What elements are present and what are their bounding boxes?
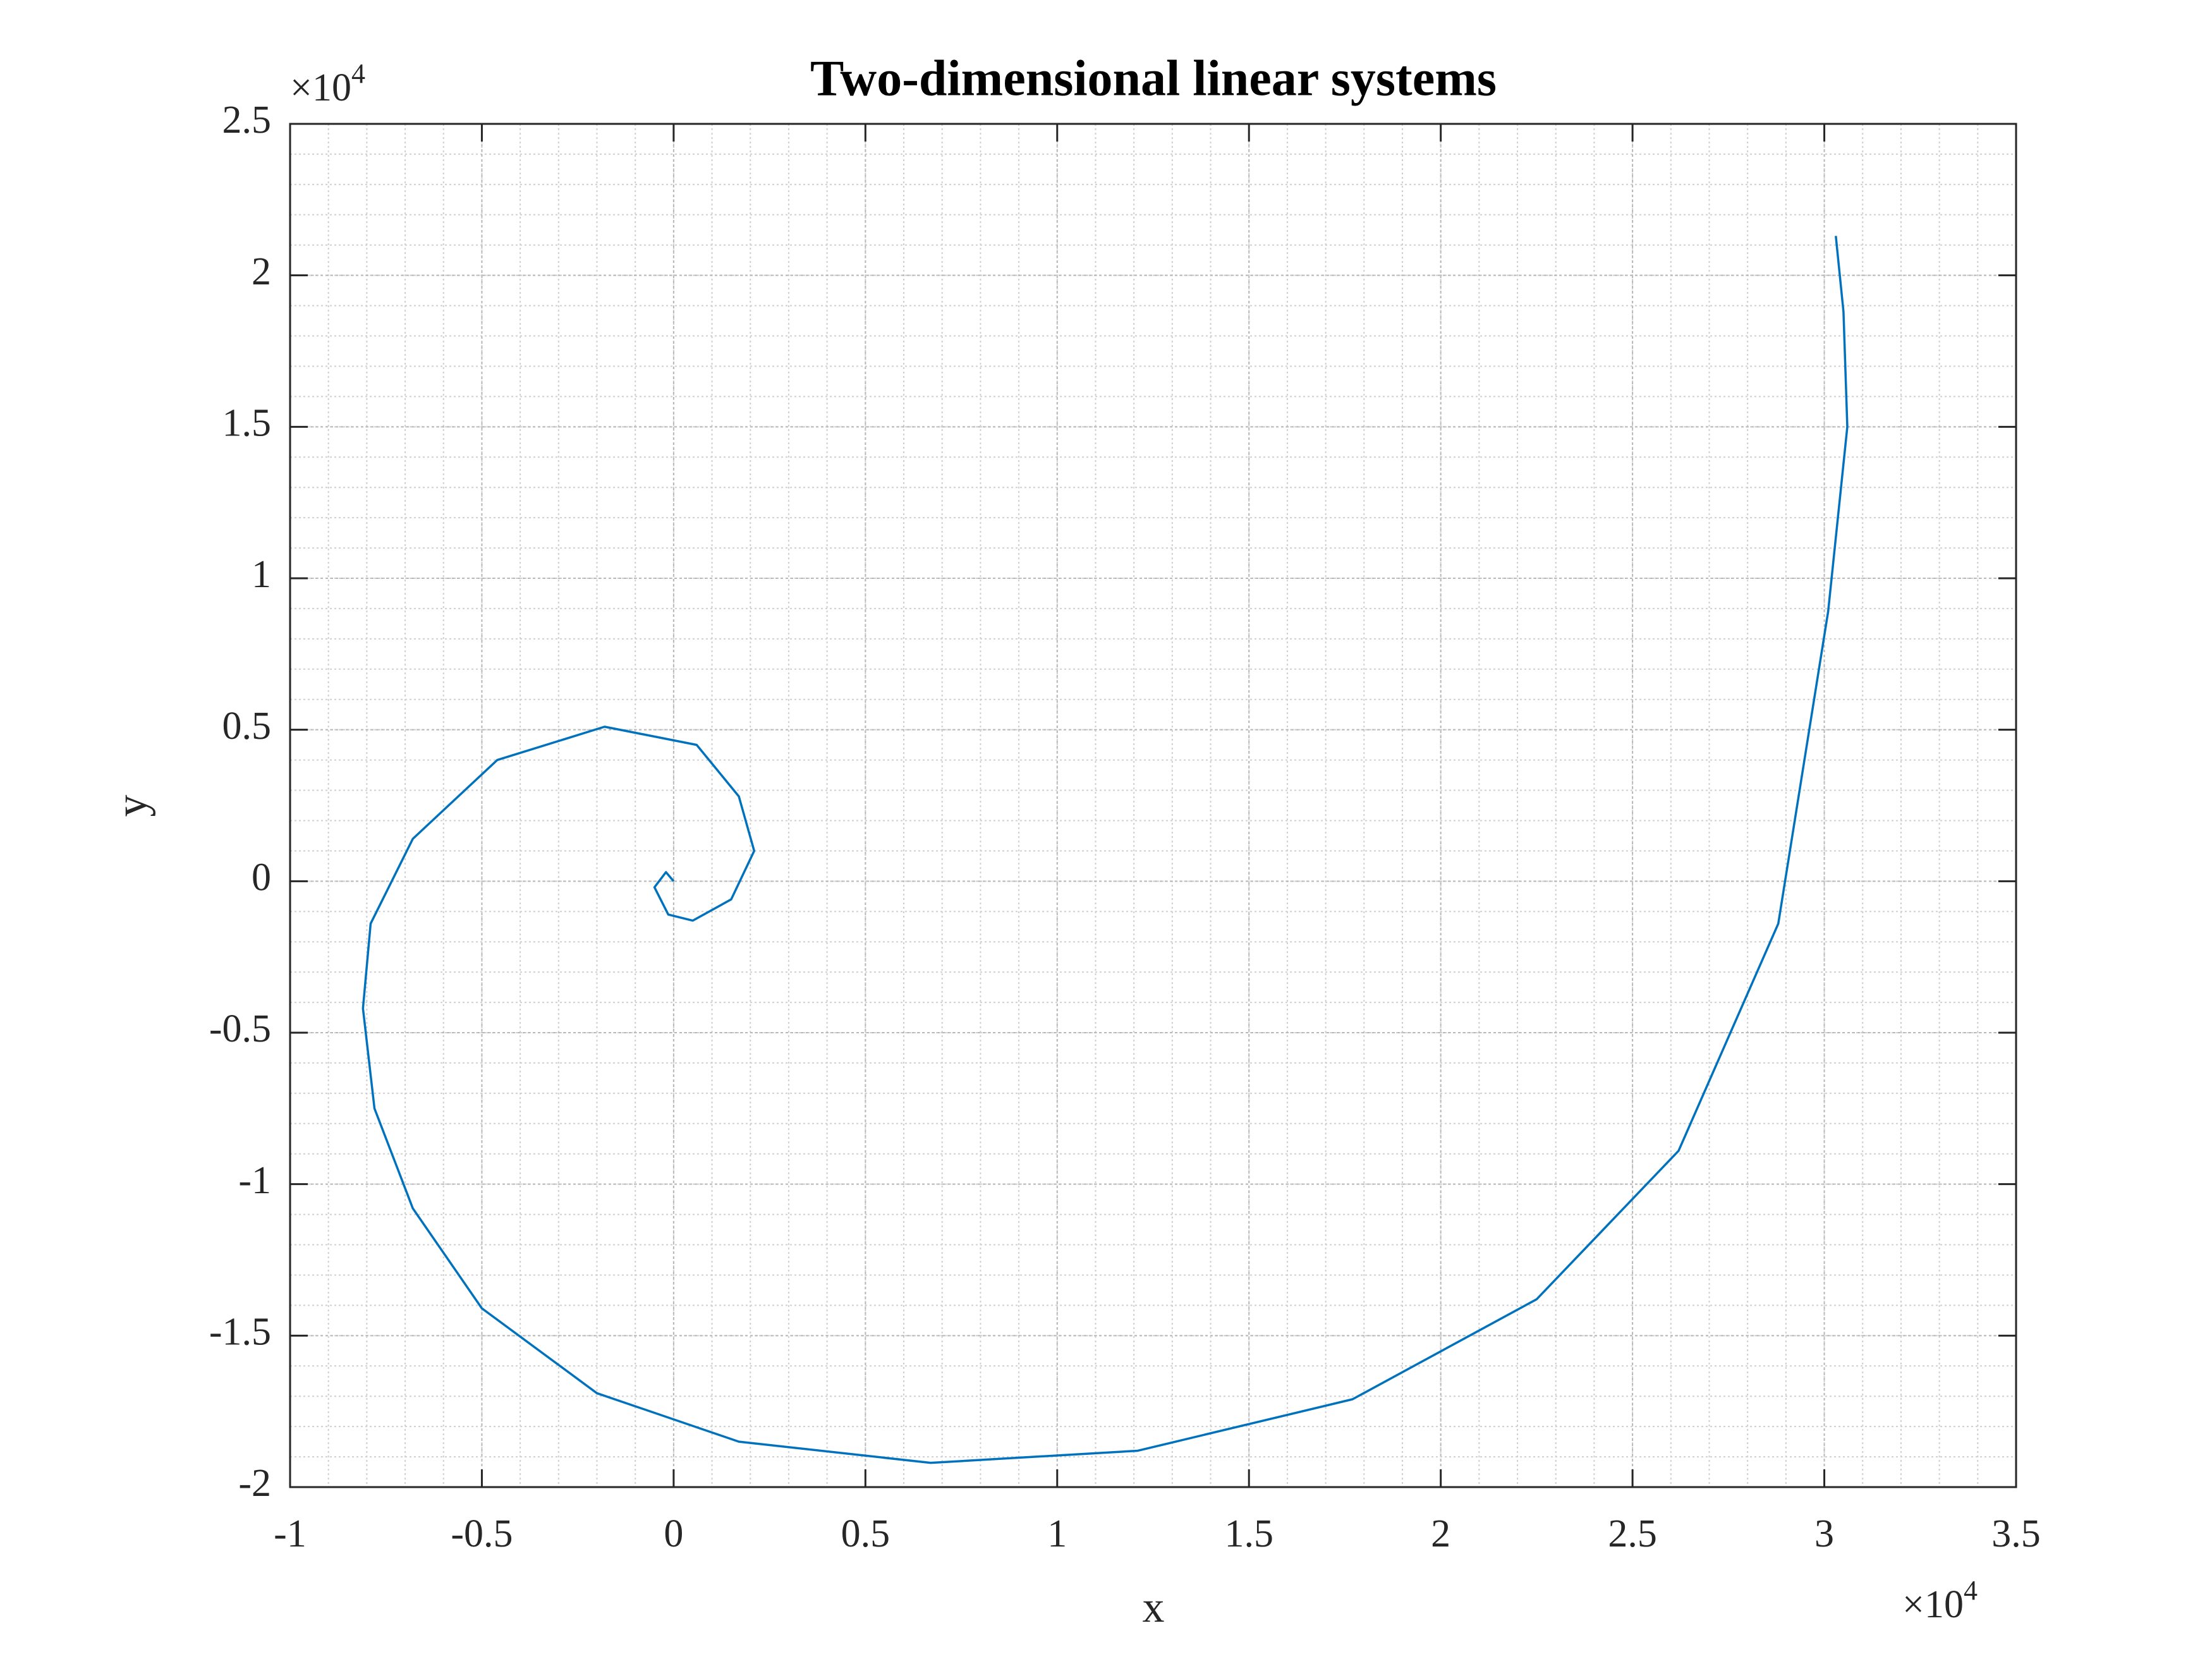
y-exponent-base: ×10 bbox=[290, 66, 351, 109]
y-tick-label: 1 bbox=[252, 553, 271, 596]
x-tick-label: -0.5 bbox=[451, 1512, 513, 1555]
y-tick-label: 1.5 bbox=[222, 402, 272, 445]
x-tick-label: -1 bbox=[274, 1512, 307, 1555]
y-axis-label: y bbox=[107, 795, 156, 817]
x-axis-label: x bbox=[1143, 1583, 1165, 1632]
plot-frame bbox=[289, 123, 2017, 1488]
y-exponent: ×104 bbox=[290, 58, 365, 109]
y-exponent-power: 4 bbox=[351, 58, 365, 89]
y-tick-label: -0.5 bbox=[209, 1007, 271, 1050]
line bbox=[362, 236, 1849, 1464]
x-tick-label: 1.5 bbox=[1224, 1512, 1273, 1555]
x-tick-label: 1 bbox=[1047, 1512, 1067, 1555]
x-tick-label: 2.5 bbox=[1608, 1512, 1657, 1555]
chart-title: Two-dimensional linear systems bbox=[810, 51, 1497, 106]
x-exponent-power: 4 bbox=[1964, 1575, 1978, 1606]
x-tick-label: 3.5 bbox=[1991, 1512, 2041, 1555]
y-tick-label: -2 bbox=[238, 1462, 271, 1505]
x-exponent: ×104 bbox=[1902, 1575, 1978, 1626]
x-tick-label: 2 bbox=[1431, 1512, 1450, 1555]
x-tick-label: 0.5 bbox=[841, 1512, 890, 1555]
x-exponent-base: ×10 bbox=[1902, 1583, 1964, 1626]
x-tick-label: 3 bbox=[1814, 1512, 1834, 1555]
y-tick-label: 0.5 bbox=[222, 705, 272, 748]
y-tick-label: 2 bbox=[252, 250, 271, 293]
x-tick-label: 0 bbox=[664, 1512, 683, 1555]
y-tick-label: 2.5 bbox=[222, 99, 272, 142]
y-tick-label: -1.5 bbox=[209, 1311, 271, 1354]
y-tick-label: -1 bbox=[238, 1159, 271, 1202]
y-tick-label: 0 bbox=[252, 856, 271, 899]
